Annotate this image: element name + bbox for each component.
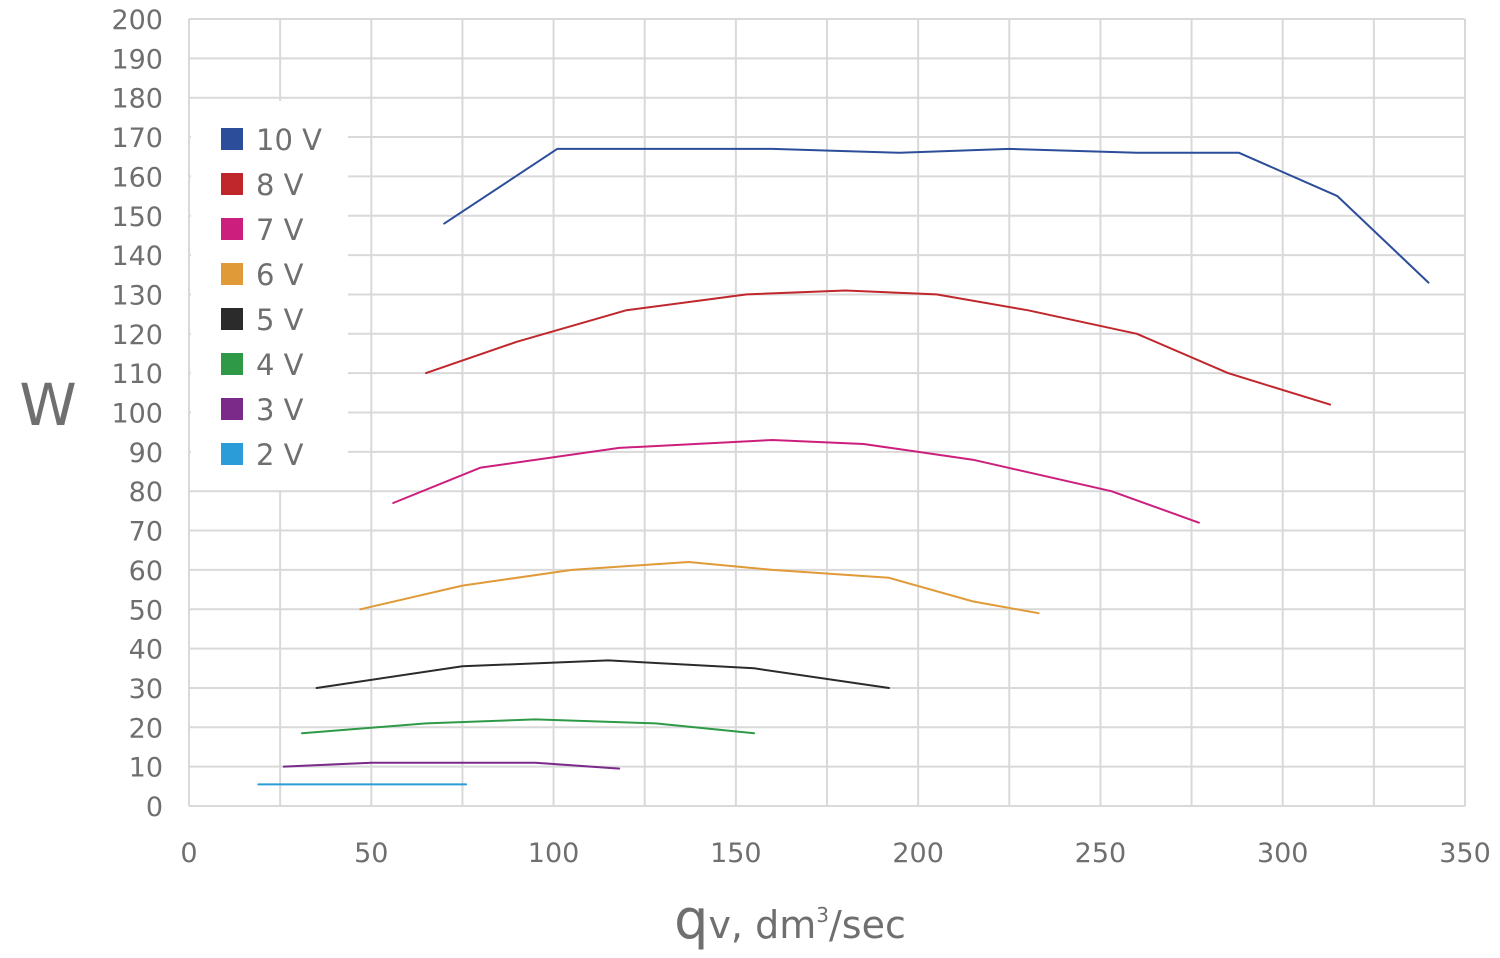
y-tick-label: 40 [129,635,163,666]
legend-label: 4 V [256,348,304,382]
y-tick-label: 130 [111,280,163,311]
y-tick-label: 180 [111,84,163,115]
legend-label: 7 V [256,213,304,247]
y-tick-label: 70 [129,517,163,548]
legend-swatch [221,443,243,465]
y-tick-label: 100 [111,399,163,430]
y-tick-label: 90 [129,438,163,469]
x-tick-label: 100 [528,838,580,869]
x-axis-label-sup: 3 [816,903,829,927]
legend-label: 3 V [256,393,304,427]
y-tick-label: 60 [129,556,163,587]
y-tick-label: 170 [111,123,163,154]
series-lines [257,147,1430,786]
legend-swatch [221,308,243,330]
x-tick-label: 350 [1439,838,1491,869]
y-tick-label: 50 [129,595,163,626]
y-tick-label: 30 [129,674,163,705]
legend-swatch [221,173,243,195]
legend-swatch [221,218,243,240]
grid [188,18,1466,807]
y-tick-label: 80 [129,477,163,508]
x-axis-ticks: 0 50 100 150 200 250 300 350 [180,838,1490,869]
y-tick-label: 110 [111,359,163,390]
series-line-10v [443,147,1430,284]
x-tick-label: 50 [354,838,388,869]
x-axis-label-tail: /sec [829,903,906,947]
x-tick-label: 150 [710,838,762,869]
y-tick-label: 200 [111,5,163,36]
series-line-8v [425,289,1332,406]
x-tick-label: 200 [892,838,944,869]
series-line-6v [359,561,1040,615]
legend-label: 5 V [256,303,304,337]
x-tick-label: 250 [1075,838,1127,869]
y-tick-label: 160 [111,162,163,193]
legend-label: 8 V [256,168,304,202]
legend-swatch [221,128,243,150]
series-line-5v [315,659,890,689]
series-line-3v [282,761,621,770]
y-tick-label: 150 [111,202,163,233]
y-axis-ticks: 0 10 20 30 40 50 60 70 80 90 100 110 120 130 140 150 160… [111,5,163,823]
y-tick-label: 10 [129,753,163,784]
legend-swatch [221,263,243,285]
legend-swatch [221,353,243,375]
x-axis-label-sub: v, dm [708,903,816,947]
y-tick-label: 120 [111,320,163,351]
legend-label: 2 V [256,438,304,472]
series-line-4v [301,718,756,735]
y-tick-label: 140 [111,241,163,272]
x-axis-label: qv, dm3/sec [674,888,906,951]
y-axis-label: W [19,371,76,439]
legend-swatch [221,398,243,420]
x-tick-label: 300 [1257,838,1309,869]
legend-background [191,101,348,490]
legend-label: 10 V [256,123,322,157]
legend: 10 V 8 V 7 V 6 V 5 V 4 V 3 V 2 V [221,123,322,472]
y-tick-label: 20 [129,713,163,744]
legend-label: 6 V [256,258,304,292]
y-tick-label: 190 [111,44,163,75]
y-tick-label: 0 [146,792,163,823]
x-axis-label-main: q [674,888,708,951]
series-line-7v [392,439,1200,524]
x-tick-label: 0 [180,838,197,869]
